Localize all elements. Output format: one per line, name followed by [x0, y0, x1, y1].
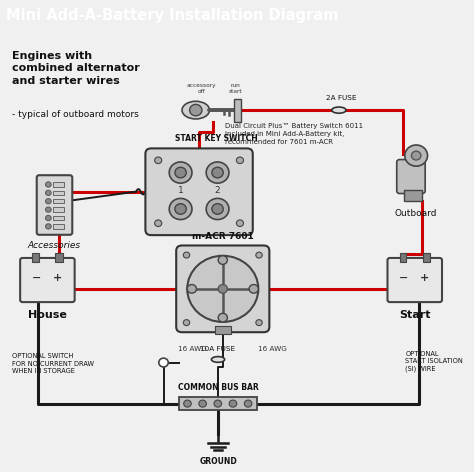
Bar	[53, 191, 64, 195]
Circle shape	[187, 285, 196, 293]
Circle shape	[218, 256, 228, 264]
FancyBboxPatch shape	[20, 258, 75, 302]
Bar	[423, 253, 430, 262]
Circle shape	[155, 157, 162, 164]
Text: Start: Start	[399, 310, 430, 320]
Text: Engines with
combined alternator
and starter wires: Engines with combined alternator and sta…	[12, 51, 140, 86]
Text: Dual Circuit Plus™ Battery Switch 6011
Included in Mini Add-A-Battery kit,
recom: Dual Circuit Plus™ Battery Switch 6011 I…	[225, 123, 363, 145]
Bar	[55, 253, 63, 262]
Circle shape	[46, 190, 51, 195]
Text: +: +	[420, 273, 429, 283]
Circle shape	[411, 151, 421, 160]
Circle shape	[212, 167, 223, 178]
Text: 16 AWG: 16 AWG	[258, 346, 287, 353]
Circle shape	[245, 400, 252, 407]
Bar	[53, 216, 64, 220]
Circle shape	[214, 400, 221, 407]
Circle shape	[159, 358, 168, 367]
Circle shape	[218, 285, 228, 293]
Bar	[179, 397, 257, 410]
Circle shape	[46, 207, 51, 212]
Circle shape	[218, 313, 228, 322]
FancyBboxPatch shape	[36, 175, 72, 235]
Bar	[53, 199, 64, 203]
Circle shape	[46, 182, 51, 187]
Text: House: House	[28, 310, 67, 320]
Circle shape	[405, 145, 428, 166]
Circle shape	[183, 320, 190, 326]
Text: 16 AWG: 16 AWG	[178, 346, 206, 353]
Bar	[53, 224, 64, 228]
Circle shape	[183, 252, 190, 258]
Circle shape	[175, 204, 186, 214]
Ellipse shape	[182, 101, 210, 119]
Ellipse shape	[211, 356, 225, 362]
Bar	[32, 253, 38, 262]
Circle shape	[46, 215, 51, 221]
Circle shape	[169, 198, 192, 219]
Circle shape	[237, 220, 244, 227]
FancyBboxPatch shape	[176, 245, 269, 332]
Text: Mini Add-A-Battery Installation Diagram: Mini Add-A-Battery Installation Diagram	[6, 8, 338, 23]
Text: accessory
off: accessory off	[187, 84, 216, 94]
Circle shape	[237, 157, 244, 164]
Text: +: +	[53, 273, 62, 283]
FancyBboxPatch shape	[397, 160, 425, 194]
Circle shape	[212, 204, 223, 214]
Text: run
start: run start	[229, 84, 242, 94]
FancyBboxPatch shape	[146, 148, 253, 235]
Circle shape	[46, 199, 51, 204]
Bar	[400, 253, 406, 262]
Text: START KEY SWITCH: START KEY SWITCH	[175, 134, 258, 143]
Text: 1: 1	[178, 186, 183, 195]
Circle shape	[256, 252, 262, 258]
Circle shape	[249, 285, 258, 293]
Circle shape	[206, 162, 229, 183]
Bar	[53, 182, 64, 187]
Bar	[234, 99, 241, 122]
Text: OPTIONAL
START ISOLATION
(SI) WIRE: OPTIONAL START ISOLATION (SI) WIRE	[405, 351, 463, 372]
Circle shape	[183, 400, 191, 407]
Circle shape	[46, 224, 51, 229]
Text: −: −	[399, 273, 409, 283]
Ellipse shape	[332, 107, 346, 113]
Bar	[404, 190, 422, 201]
Text: OPTIONAL SWITCH
FOR NO CURRENT DRAW
WHEN IN STORAGE: OPTIONAL SWITCH FOR NO CURRENT DRAW WHEN…	[12, 354, 94, 374]
Circle shape	[206, 198, 229, 219]
Circle shape	[169, 162, 192, 183]
Text: GROUND: GROUND	[199, 456, 237, 465]
Circle shape	[256, 320, 262, 326]
Circle shape	[175, 167, 186, 178]
Text: Outboard: Outboard	[395, 209, 438, 218]
Text: 10A FUSE: 10A FUSE	[201, 346, 236, 352]
FancyBboxPatch shape	[387, 258, 442, 302]
Text: Accessories: Accessories	[28, 241, 81, 250]
Text: 2: 2	[215, 186, 220, 195]
Bar	[215, 326, 230, 334]
Text: −: −	[32, 273, 41, 283]
Text: - typical of outboard motors: - typical of outboard motors	[12, 110, 138, 119]
Circle shape	[229, 400, 237, 407]
Text: COMMON BUS BAR: COMMON BUS BAR	[178, 383, 258, 392]
Circle shape	[155, 220, 162, 227]
Circle shape	[187, 256, 258, 322]
Circle shape	[199, 400, 206, 407]
Text: m-ACR 7601: m-ACR 7601	[192, 232, 254, 241]
Circle shape	[190, 104, 202, 116]
Bar	[53, 207, 64, 212]
Text: 2A FUSE: 2A FUSE	[326, 95, 356, 101]
